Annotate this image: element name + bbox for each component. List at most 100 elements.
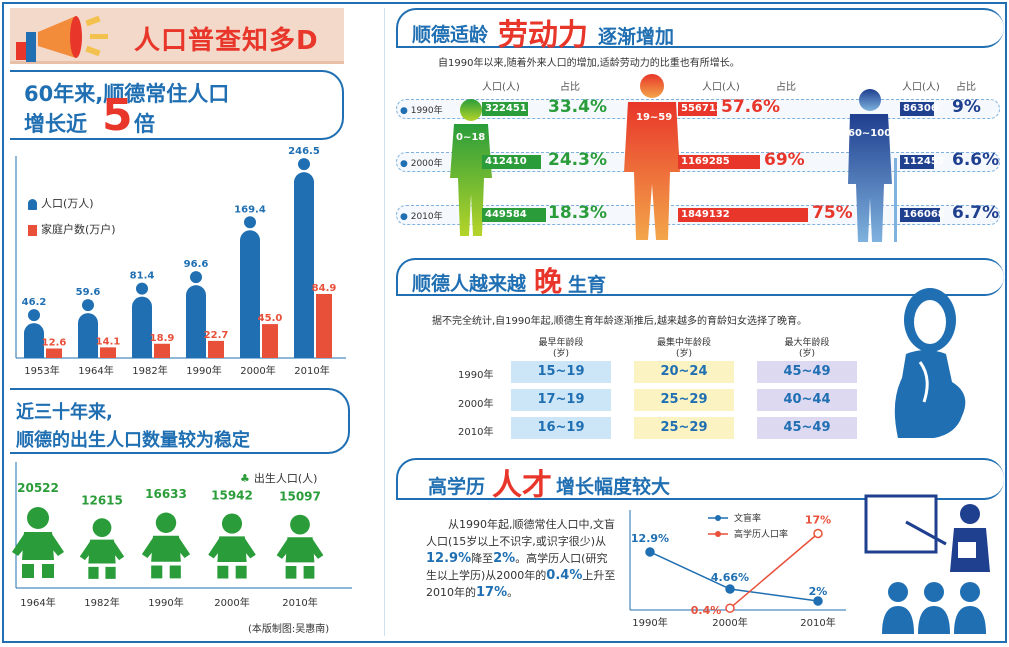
group-label-child: 0~18 [456,132,486,143]
highlight-number: 17% [476,585,508,600]
population-bar: 86306 [900,102,938,116]
group-label-adult: 19~59 [636,112,673,123]
x-tick-label: 1964年 [20,596,55,609]
legend-household: 家庭户数(万户) [28,221,116,237]
section2-title-line2: 顺德的出生人口数量较为稳定 [16,430,250,451]
baby-arms [141,537,191,559]
section2-header: 近三十年来, 顺德的出生人口数量较为稳定 [10,388,350,454]
pop-bar [186,285,206,358]
pop-value-label: 169.4 [234,204,266,215]
birth-value-label: 15097 [279,490,321,504]
x-tick-label: 2010年 [800,616,835,629]
group-label-elder: 60~100 [848,128,892,139]
x-tick-label: 2010年 [294,364,329,377]
birth-legend: ♣ 出生人口(人) [240,470,317,486]
share-label: 33.4% [548,97,607,117]
household-value-label: 18.9 [150,333,175,344]
section3-title-big: 劳动力 [498,18,588,53]
paragraph-text: 上升至2010年的 [426,569,616,599]
baby-head [290,514,310,535]
age-cell-2000-earliest: 17~19 [511,389,611,411]
birth-legend-label: 出生人口(人) [253,472,318,485]
share-label: 69% [764,150,805,170]
pop-value-label: 96.6 [184,259,209,270]
share-label: 6.6% [952,150,1000,170]
baby-body [151,535,181,562]
baby-arms [12,534,64,556]
baby-body [285,537,315,563]
baby-legs [217,565,247,579]
pop-bar [240,230,260,358]
x-tick-label: 1990年 [186,364,221,377]
household-bar [154,343,170,358]
x-tick-label: 2000年 [712,616,747,629]
pop-bar [78,313,98,358]
household-bar [208,340,224,358]
share-label: 9% [952,97,981,117]
age-header-peak-unit: (岁) [675,349,693,359]
x-tick-label: 1964年 [78,364,113,377]
birth-value-label: 12615 [81,494,123,508]
x-tick-label: 1982年 [84,596,119,609]
share-label: 6.7% [952,203,1000,223]
share-label: 18.3% [548,203,607,223]
pop-bar [294,172,314,358]
age-header-peak-name: 最集中年龄段 [656,338,711,348]
legend-pop-label: 人口(万人) [41,197,94,210]
data-label: 12.9% [631,532,669,545]
g2-col-share: 占比 [776,82,796,93]
share-label: 57.6% [721,97,780,117]
baby-arms [208,538,256,559]
section5-title-pre: 高学历 [428,476,486,498]
population-bar: 1169285 [678,155,760,169]
age-cell-1990-peak: 20~24 [634,361,734,383]
pop-bar-head [190,271,202,284]
age-header-peak: 最集中年龄段 (岁) [634,338,734,360]
share-label: 75% [812,203,853,223]
highlight-number: 0.4% [546,568,583,583]
legend-label: 高学历人口率 [734,528,788,540]
highlight-number: 12.9% [426,551,472,566]
birth-value-label: 16633 [145,487,187,501]
household-value-label: 45.0 [258,313,283,324]
section1-title-line2-post: 倍 [134,112,155,136]
age-header-oldest-name: 最大年龄段 [784,338,830,348]
data-point [813,596,823,606]
population-chart: 46.2 12.6 1953年 59.6 14.1 1964年 81.4 18.9 1982年 9… [15,146,346,377]
household-value-label: 84.9 [312,283,337,294]
data-label: 4.66% [711,571,749,584]
data-point [645,547,655,557]
section1-title-line2-pre: 增长近 [24,112,87,136]
baby-icon: ♣ [240,472,250,485]
section5-title-post: 增长幅度较大 [556,476,671,498]
x-tick-label: 2000年 [240,364,275,377]
pop-value-label: 81.4 [130,271,155,282]
section4-subtitle: 据不完全统计,自1990年起,顺德生育年龄逐渐推后,越来越多的育龄妇女选择了晚育… [432,316,807,327]
baby-legs [22,564,54,578]
series-line [729,532,819,609]
x-tick-label: 1990年 [632,616,667,629]
baby-mark [208,513,256,579]
pop-value-label: 246.5 [288,146,320,157]
data-point [813,528,823,539]
adult-silhouette-icon [624,74,680,240]
data-label: 17% [805,514,831,527]
legend-pop: 人口(万人) [28,195,94,211]
elder-silhouette-icon [848,89,897,242]
age-cell-1990-earliest: 15~19 [511,361,611,383]
household-value-label: 14.1 [96,336,121,347]
baby-mark [12,507,64,578]
pop-bar [132,296,152,358]
household-bar [46,348,62,358]
pop-bar [24,323,44,358]
credit: (本版制图:吴惠南) [248,624,330,635]
baby-head [92,518,112,538]
section4-title-big: 晚 [534,265,563,298]
data-label: 2% [809,585,828,598]
year-text-2000: 2000年 [410,159,443,169]
legend-marker [715,531,721,537]
baby-legs [151,565,181,579]
x-tick-label: 2000年 [214,596,249,609]
banner-title: 人口普查知多D [134,26,319,56]
baby-head [27,507,49,529]
